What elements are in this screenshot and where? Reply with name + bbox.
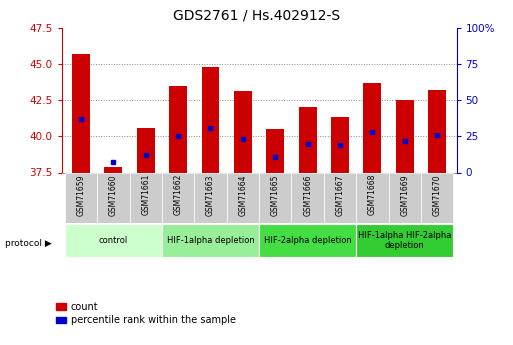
Text: GSM71661: GSM71661	[141, 174, 150, 215]
Bar	[396, 100, 413, 172]
Text: GSM71666: GSM71666	[303, 174, 312, 216]
Text: GSM71669: GSM71669	[400, 174, 409, 216]
Text: GSM71665: GSM71665	[271, 174, 280, 216]
Bar	[356, 224, 453, 257]
Bar	[194, 172, 227, 223]
Bar	[162, 224, 259, 257]
Bar	[202, 67, 220, 172]
Text: GDS2761 / Hs.402912-S: GDS2761 / Hs.402912-S	[173, 9, 340, 23]
Bar	[72, 54, 90, 172]
Bar	[259, 224, 356, 257]
Bar	[227, 172, 259, 223]
Bar	[169, 86, 187, 172]
Bar	[324, 172, 356, 223]
Bar	[65, 172, 97, 223]
Bar	[97, 172, 130, 223]
Bar	[105, 167, 122, 172]
Bar	[130, 172, 162, 223]
Bar	[65, 224, 162, 257]
Text: HIF-2alpha depletion: HIF-2alpha depletion	[264, 236, 351, 245]
Bar	[364, 83, 381, 172]
Text: GSM71660: GSM71660	[109, 174, 118, 216]
Text: GSM71667: GSM71667	[336, 174, 345, 216]
Text: GSM71668: GSM71668	[368, 174, 377, 215]
Text: GSM71663: GSM71663	[206, 174, 215, 216]
Text: GSM71662: GSM71662	[173, 174, 183, 215]
Legend: count, percentile rank within the sample: count, percentile rank within the sample	[56, 302, 236, 325]
Text: GSM71670: GSM71670	[432, 174, 442, 216]
Bar	[388, 172, 421, 223]
Bar	[234, 91, 252, 172]
Bar	[162, 172, 194, 223]
Bar	[266, 129, 284, 172]
Bar	[421, 172, 453, 223]
Bar	[259, 172, 291, 223]
Text: protocol ▶: protocol ▶	[5, 239, 52, 248]
Bar	[331, 117, 349, 172]
Text: GSM71664: GSM71664	[239, 174, 247, 216]
Bar	[299, 107, 317, 172]
Text: HIF-1alpha depletion: HIF-1alpha depletion	[167, 236, 254, 245]
Text: HIF-1alpha HIF-2alpha
depletion: HIF-1alpha HIF-2alpha depletion	[358, 231, 451, 250]
Text: control: control	[98, 236, 128, 245]
Bar	[137, 128, 154, 172]
Bar	[428, 90, 446, 172]
Text: GSM71659: GSM71659	[76, 174, 86, 216]
Bar	[356, 172, 388, 223]
Bar	[291, 172, 324, 223]
